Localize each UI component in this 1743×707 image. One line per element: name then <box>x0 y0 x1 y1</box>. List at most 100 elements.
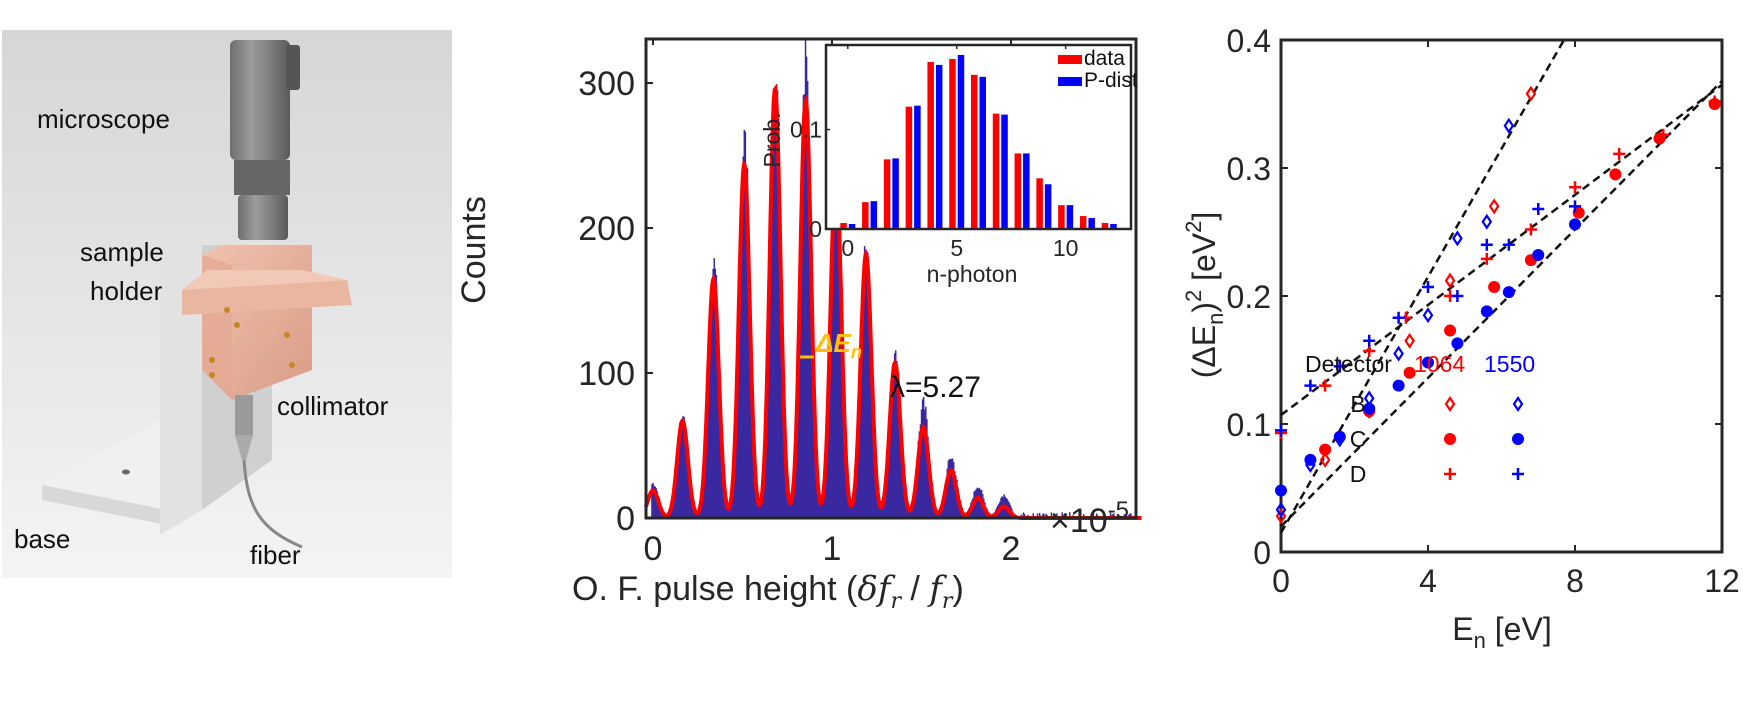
inset-bar-data <box>971 74 978 230</box>
histogram-bin <box>779 213 781 518</box>
point-b-1064 <box>1404 332 1415 349</box>
lambda-annotation: λ=5.27 <box>890 371 981 404</box>
point-b-1064 <box>1525 85 1537 102</box>
point-b-1064 <box>1319 451 1331 468</box>
histogram-bin <box>948 459 951 518</box>
histogram-bin <box>798 303 800 518</box>
legend-label-pdist: P-dist <box>1084 69 1138 92</box>
inset-bar-p-dist <box>957 54 965 229</box>
histogram-bin <box>1064 513 1067 518</box>
inset-x-ticks: 0 5 10 <box>841 45 1078 261</box>
histogram-bin <box>673 485 676 518</box>
point-d-1064 <box>1480 252 1493 265</box>
point-c-1064 <box>1444 324 1457 337</box>
point-c-1550 <box>1275 484 1287 497</box>
histogram-bin <box>927 436 929 518</box>
histogram-bin <box>652 482 654 518</box>
histogram-bin <box>950 458 953 518</box>
histogram-bin <box>744 131 747 518</box>
point-c-1064 <box>1488 281 1501 294</box>
histogram-bin <box>1113 513 1115 518</box>
inset-bar-data <box>1079 216 1087 229</box>
x-tick-label: 12 <box>1704 563 1740 599</box>
histogram-bin <box>745 176 748 518</box>
histogram-bin <box>777 129 780 519</box>
inset-bar-data <box>992 113 1000 229</box>
data-points <box>1275 85 1721 525</box>
point-d-1064 <box>1708 95 1721 108</box>
histogram-bin <box>820 495 823 518</box>
point-b-1064 <box>1488 198 1500 215</box>
point-b-1550 <box>1422 307 1434 324</box>
histogram-bin <box>685 439 688 518</box>
histogram-bin <box>954 471 956 518</box>
histogram-bin <box>709 316 711 518</box>
label-microscope: microscope <box>37 104 170 134</box>
histogram-bin <box>840 260 842 518</box>
x-tick-label: 2 <box>1002 530 1021 568</box>
histogram-bin <box>1063 513 1066 518</box>
histogram-frame <box>644 37 1138 520</box>
histogram-bin <box>773 110 776 519</box>
histogram-bin <box>925 406 927 518</box>
x-tick-label: 0 <box>1272 563 1290 599</box>
point-d-1550 <box>1363 334 1376 347</box>
histogram-bin <box>1129 513 1131 518</box>
histogram-bin <box>897 379 899 518</box>
point-c-1550 <box>1480 305 1493 318</box>
point-d-1550 <box>1569 200 1581 213</box>
point-c-1550 <box>1333 430 1346 443</box>
scatter-legend: Detector 1064 1550 B C D <box>1305 351 1535 487</box>
point-c-1064 <box>1403 366 1416 379</box>
histogram-bin <box>776 90 779 519</box>
x-tick-label: 1 <box>823 530 842 568</box>
histogram-bin <box>800 185 802 518</box>
inset-y-label: Prob. <box>759 113 785 168</box>
histogram-bin <box>921 399 924 518</box>
histogram-bin <box>947 460 950 518</box>
inset-bar-p-dist <box>892 158 899 229</box>
inset-x-tick-label: 5 <box>950 235 963 261</box>
histogram-bin <box>916 459 918 518</box>
histogram-bin <box>802 95 805 518</box>
histogram-bin <box>775 83 778 518</box>
histogram-bin <box>898 392 900 518</box>
histogram-bin <box>676 453 679 518</box>
point-b-1550 <box>1275 501 1287 518</box>
inset-y-ticks: 00.1 <box>790 117 830 242</box>
inset-bars <box>840 54 1117 230</box>
histogram-bin <box>890 390 893 518</box>
histogram-bin <box>716 320 719 518</box>
histogram-bin <box>835 150 838 518</box>
point-d-1550 <box>1304 379 1317 392</box>
legend-marker-b-1064 <box>1444 396 1456 412</box>
histogram-bin <box>900 421 902 518</box>
legend-column-1064: 1064 <box>1414 351 1465 377</box>
histogram-bin <box>868 279 870 518</box>
point-c-1550 <box>1502 286 1515 299</box>
histogram-bin <box>740 210 742 518</box>
point-c-1550 <box>1451 337 1464 350</box>
point-d-1064 <box>1363 345 1376 358</box>
inset-bar-p-dist <box>979 76 986 229</box>
histogram-bin <box>828 346 830 518</box>
point-c-1550 <box>1304 453 1317 466</box>
histogram-bin <box>830 254 833 519</box>
histogram-bin <box>780 245 782 519</box>
inset-bar-data <box>862 202 869 229</box>
legend-marker-d-1064 <box>1444 468 1456 480</box>
histogram-bin <box>831 223 834 519</box>
legend-marker-d-1550 <box>1512 468 1524 480</box>
legend-swatch-data <box>1058 55 1082 64</box>
histogram-bin <box>743 129 746 518</box>
inset-background <box>826 45 1131 229</box>
x-tick-label: 0 <box>644 530 663 568</box>
point-d-1550 <box>1392 311 1405 324</box>
inset-bar-data <box>883 159 891 229</box>
point-b-1550 <box>1363 390 1375 407</box>
y-tick-label: 0 <box>616 500 635 538</box>
y-ticks: 0 0.1 0.2 0.3 0.4 <box>1227 23 1722 571</box>
scatter-frame <box>1279 38 1724 554</box>
histogram-bin <box>656 491 659 518</box>
histogram-bin <box>893 353 896 518</box>
